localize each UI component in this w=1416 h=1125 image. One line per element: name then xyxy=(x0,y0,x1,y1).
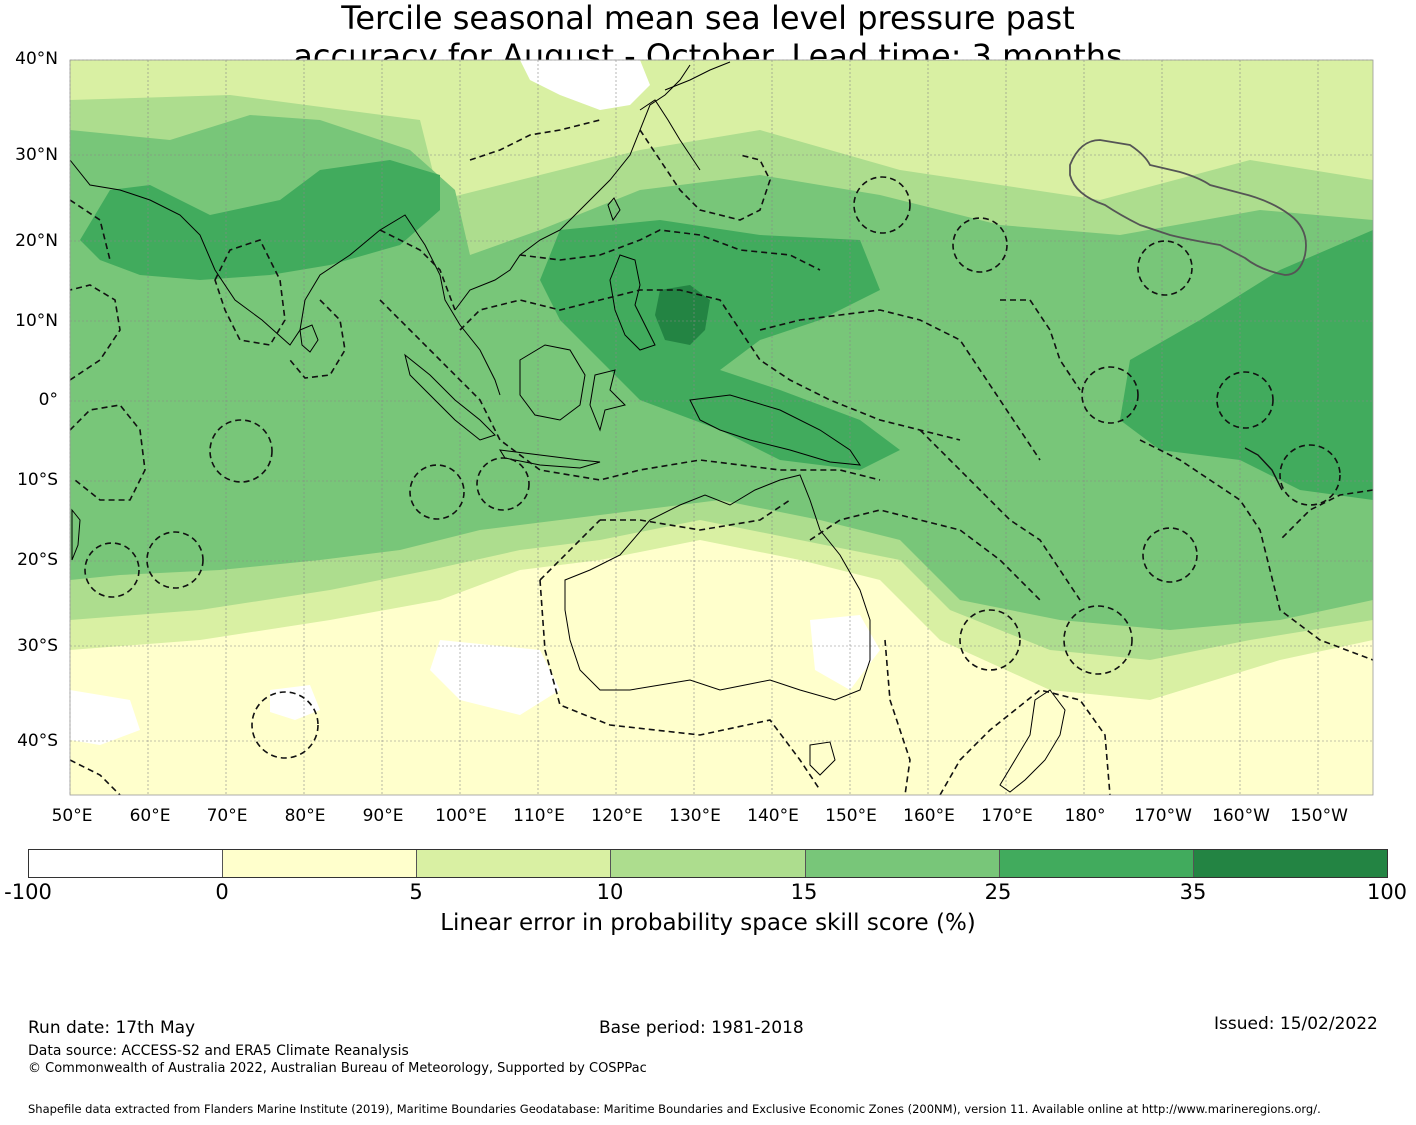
coastline-sulawesi xyxy=(589,369,626,432)
coastline-tasmania xyxy=(809,741,836,776)
skill-band-negative xyxy=(430,640,560,715)
lon-label: 160°W xyxy=(1212,806,1270,826)
coastline-java xyxy=(499,449,601,469)
lon-label: 80°E xyxy=(284,806,326,826)
coastline-taiwan xyxy=(607,197,621,222)
colorbar-segment xyxy=(29,850,224,877)
colorbar-label: Linear error in probability space skill … xyxy=(440,910,976,936)
run-date: Run date: 17th May xyxy=(28,1018,196,1038)
lon-label: 70°E xyxy=(206,806,248,826)
lon-label: 110°E xyxy=(513,806,565,826)
coastline-new-guinea xyxy=(689,394,862,466)
colorbar-segment xyxy=(805,850,1000,877)
lon-label: 150°E xyxy=(825,806,877,826)
skill-band-negative xyxy=(520,60,650,110)
colorbar-segment xyxy=(417,850,612,877)
maritime-boundaries xyxy=(70,119,1373,795)
lon-label: 170°E xyxy=(981,806,1033,826)
lon-label: 120°E xyxy=(591,806,643,826)
coastline-australia xyxy=(564,474,871,701)
coastline-sumatra xyxy=(404,353,496,441)
colorbar-tick: 0 xyxy=(215,880,229,904)
colorbar-tick: -100 xyxy=(4,880,52,904)
lon-label: 180° xyxy=(1064,806,1106,826)
skill-band-negative xyxy=(270,685,320,720)
lon-label: 60°E xyxy=(129,806,171,826)
colorbar-tick: 100 xyxy=(1366,880,1408,904)
skill-score-map xyxy=(69,59,1374,796)
lat-label: 30°N xyxy=(15,145,58,165)
copyright-notice: © Commonwealth of Australia 2022, Austra… xyxy=(28,1061,647,1076)
coastline-philippines xyxy=(609,254,656,351)
colorbar-tick: 5 xyxy=(409,880,423,904)
lon-label: 150°W xyxy=(1290,806,1348,826)
data-source: Data source: ACCESS-S2 and ERA5 Climate … xyxy=(28,1043,409,1059)
lon-label: 50°E xyxy=(51,806,93,826)
colorbar-segment xyxy=(1193,850,1387,877)
lat-label: 10°S xyxy=(17,470,58,490)
colorbar-segment xyxy=(999,850,1194,877)
issued-date: Issued: 15/02/2022 xyxy=(1214,1014,1378,1034)
lat-label: 10°N xyxy=(15,311,58,331)
colorbar-tick: 15 xyxy=(790,880,818,904)
base-period: Base period: 1981-2018 xyxy=(599,1018,804,1038)
skill-band-25-35 xyxy=(540,220,900,470)
skill-band-35-100 xyxy=(655,285,710,345)
colorbar xyxy=(28,849,1388,878)
lon-label: 100°E xyxy=(435,806,487,826)
lat-label: 0° xyxy=(38,390,58,410)
colorbar-tick: 10 xyxy=(596,880,624,904)
colorbar-tick: 35 xyxy=(1179,880,1207,904)
lat-label: 20°S xyxy=(17,550,58,570)
map-frame xyxy=(69,59,1374,796)
colorbar-segment xyxy=(611,850,806,877)
lat-label: 20°N xyxy=(15,231,58,251)
colorbar-tick: 25 xyxy=(984,880,1012,904)
lon-label: 160°E xyxy=(903,806,955,826)
lat-label: 40°S xyxy=(17,731,58,751)
map-field xyxy=(70,60,1373,795)
lon-label: 130°E xyxy=(669,806,721,826)
coastline-new-zealand xyxy=(999,689,1066,793)
shapefile-credit: Shapefile data extracted from Flanders M… xyxy=(28,1102,1321,1116)
lon-label: 90°E xyxy=(362,806,404,826)
lat-label: 30°S xyxy=(17,636,58,656)
coastline-korea-japan xyxy=(639,61,731,171)
skill-band-negative xyxy=(810,615,880,690)
coastline-borneo xyxy=(519,344,586,421)
lon-label: 140°E xyxy=(747,806,799,826)
coastline-arabia-india xyxy=(70,159,501,396)
coastline-sri-lanka xyxy=(299,324,319,353)
skill-band-25-35 xyxy=(80,160,440,280)
graticule xyxy=(69,59,1373,795)
lat-label: 40°N xyxy=(15,49,58,69)
coastlines xyxy=(70,61,1066,793)
solid-boundary xyxy=(1244,447,1283,491)
protected-area-outline xyxy=(1069,139,1307,276)
map-title-line-1: Tercile seasonal mean sea level pressure… xyxy=(341,0,1075,37)
colorbar-segment xyxy=(223,850,418,877)
coastline-indochina-china xyxy=(454,64,691,311)
coastline-madagascar xyxy=(71,508,81,561)
skill-band-25-35 xyxy=(1120,230,1373,500)
skill-band-negative xyxy=(70,690,140,745)
lon-label: 170°W xyxy=(1134,806,1192,826)
